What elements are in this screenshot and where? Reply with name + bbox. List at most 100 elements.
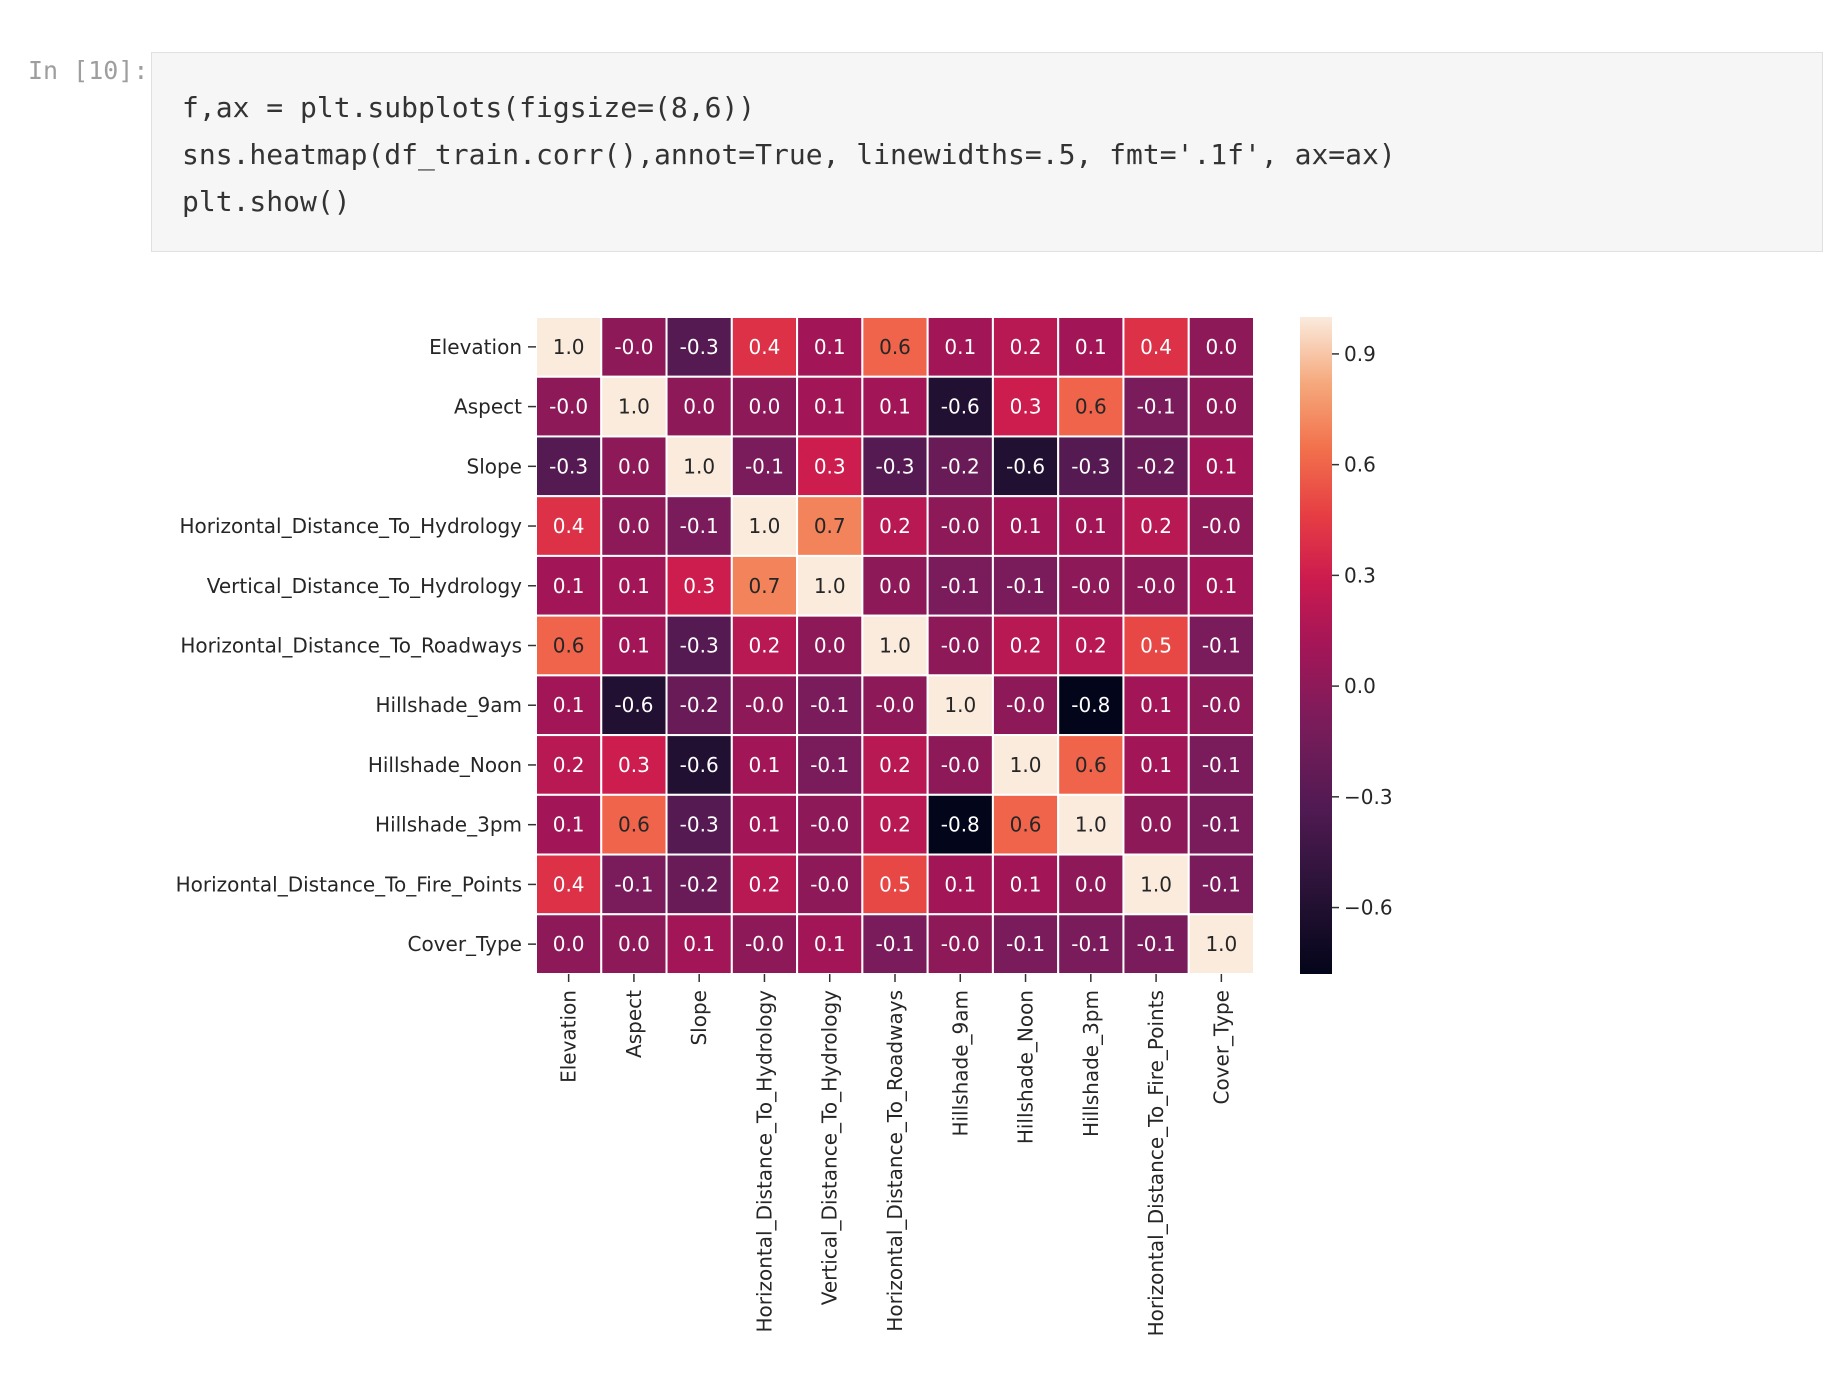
cell-annotation: 0.1 xyxy=(749,753,781,777)
cell-annotation: -0.1 xyxy=(1137,932,1176,956)
cell-annotation: -0.8 xyxy=(1071,693,1110,717)
cell-annotation: 0.1 xyxy=(814,395,846,419)
cell-annotation: 1.0 xyxy=(1075,813,1107,837)
heatmap-cell xyxy=(1187,734,1256,796)
cell-annotation: -0.2 xyxy=(1137,454,1176,478)
cell-annotation: -0.0 xyxy=(1006,693,1045,717)
cell-annotation: 0.3 xyxy=(683,574,715,598)
cell-annotation: -0.2 xyxy=(680,693,719,717)
cell-annotation: -0.1 xyxy=(680,514,719,538)
cell-annotation: -0.0 xyxy=(810,813,849,837)
cell-annotation: -0.1 xyxy=(1071,932,1110,956)
heatmap-cell xyxy=(730,316,799,378)
y-tick-label: Hillshade_3pm xyxy=(375,813,522,837)
cell-annotation: -0.1 xyxy=(1137,395,1176,419)
heatmap-cell xyxy=(861,793,929,856)
cell-annotation: -0.2 xyxy=(941,454,980,478)
heatmap-cell xyxy=(796,734,864,796)
x-tick-label: Horizontal_Distance_To_Fire_Points xyxy=(1144,990,1168,1336)
cell-annotation: -0.1 xyxy=(614,872,653,896)
heatmap-cell xyxy=(1187,913,1256,975)
cell-annotation: 0.4 xyxy=(553,514,585,538)
y-tick-label: Cover_Type xyxy=(407,932,522,956)
cell-annotation: 0.1 xyxy=(944,872,976,896)
cell-prompt: In [10]: xyxy=(28,56,149,85)
heatmap-cell xyxy=(991,853,1060,916)
cell-annotation: -0.0 xyxy=(941,634,980,658)
heatmap-cell xyxy=(1122,853,1190,916)
cell-annotation: -0.3 xyxy=(680,335,719,359)
heatmap-cell xyxy=(730,853,799,916)
x-tick-label: Cover_Type xyxy=(1209,990,1233,1105)
cell-annotation: 0.1 xyxy=(618,574,650,598)
cell-annotation: -0.6 xyxy=(1006,454,1045,478)
heatmap-cell xyxy=(1057,793,1125,856)
cell-annotation: -0.2 xyxy=(680,872,719,896)
cell-annotation: -0.0 xyxy=(745,693,784,717)
heatmap-cell xyxy=(1057,853,1125,916)
x-tick-label: Hillshade_Noon xyxy=(1014,990,1038,1144)
heatmap-cell xyxy=(1187,793,1256,856)
cell-annotation: -0.3 xyxy=(680,634,719,658)
heatmap-cell xyxy=(991,375,1060,438)
cell-annotation: 0.2 xyxy=(1140,514,1172,538)
heatmap-cell xyxy=(926,614,994,677)
heatmap-cell xyxy=(926,853,994,916)
cell-annotation: 0.5 xyxy=(879,872,911,896)
cell-annotation: 0.4 xyxy=(749,335,781,359)
cell-annotation: 0.0 xyxy=(1205,335,1237,359)
heatmap-cell xyxy=(1122,375,1190,438)
colorbar-tick-label: 0.9 xyxy=(1344,342,1376,366)
heatmap-cell xyxy=(796,495,864,557)
cell-annotation: -0.0 xyxy=(941,514,980,538)
code-line: f,ax = plt.subplots(figsize=(8,6)) xyxy=(182,91,756,124)
cell-annotation: 0.6 xyxy=(1075,395,1107,419)
heatmap-cell xyxy=(926,734,994,796)
heatmap-cell xyxy=(1187,375,1256,438)
cell-annotation: 0.2 xyxy=(1010,634,1042,658)
heatmap-cell xyxy=(1187,853,1256,916)
cell-annotation: 0.6 xyxy=(553,634,585,658)
heatmap-cell xyxy=(926,435,994,498)
x-tick-label: Hillshade_9am xyxy=(948,990,972,1137)
cell-annotation: 0.0 xyxy=(618,454,650,478)
cell-annotation: -0.3 xyxy=(1071,454,1110,478)
cell-annotation: 1.0 xyxy=(814,574,846,598)
heatmap-cell xyxy=(730,554,799,617)
heatmap-cell xyxy=(796,375,864,438)
cell-annotation: -0.0 xyxy=(1071,574,1110,598)
x-tick-label: Hillshade_3pm xyxy=(1079,990,1103,1137)
cell-annotation: 0.0 xyxy=(814,634,846,658)
heatmap-cell xyxy=(1057,435,1125,498)
heatmap-cell xyxy=(730,793,799,856)
colorbar xyxy=(1300,317,1332,974)
heatmap-cell xyxy=(535,375,603,438)
heatmap-cell xyxy=(1057,554,1125,617)
heatmap-cell xyxy=(926,375,994,438)
cell-annotation: 0.0 xyxy=(618,514,650,538)
cell-annotation: -0.0 xyxy=(875,693,914,717)
cell-annotation: -0.3 xyxy=(549,454,588,478)
y-tick-label: Horizontal_Distance_To_Fire_Points xyxy=(176,872,522,896)
cell-annotation: -0.1 xyxy=(1202,872,1241,896)
cell-annotation: -0.1 xyxy=(1006,932,1045,956)
y-tick-label: Vertical_Distance_To_Hydrology xyxy=(207,574,522,598)
cell-annotation: -0.3 xyxy=(875,454,914,478)
heatmap-cell xyxy=(535,793,603,856)
cell-annotation: -0.3 xyxy=(680,813,719,837)
cell-annotation: 0.1 xyxy=(1075,514,1107,538)
cell-annotation: 0.0 xyxy=(683,395,715,419)
cell-annotation: -0.6 xyxy=(680,753,719,777)
heatmap-cell xyxy=(991,793,1060,856)
cell-annotation: 0.2 xyxy=(749,634,781,658)
cell-annotation: 0.3 xyxy=(1010,395,1042,419)
cell-annotation: 0.1 xyxy=(944,335,976,359)
code-cell[interactable]: f,ax = plt.subplots(figsize=(8,6)) sns.h… xyxy=(151,52,1823,252)
cell-annotation: 1.0 xyxy=(1140,872,1172,896)
cell-annotation: 0.1 xyxy=(553,813,585,837)
heatmap-cell xyxy=(600,375,668,438)
colorbar-tick-label: 0.0 xyxy=(1344,674,1376,698)
cell-annotation: 1.0 xyxy=(749,514,781,538)
y-tick-label: Aspect xyxy=(454,395,522,419)
x-tick-label: Slope xyxy=(687,990,711,1046)
